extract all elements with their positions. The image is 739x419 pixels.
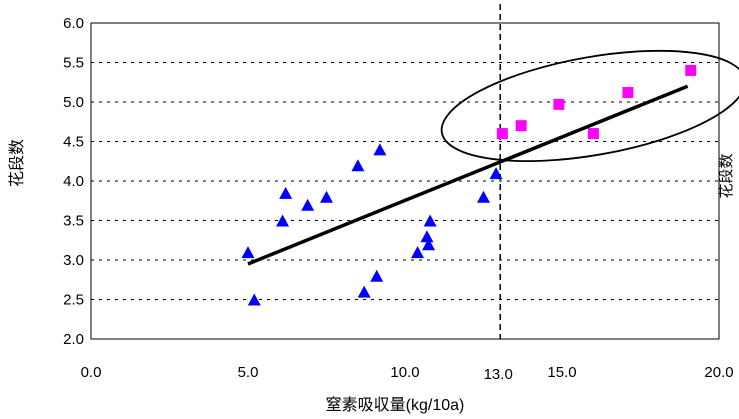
x-tick-label: 5.0: [238, 364, 259, 381]
data-points: [241, 64, 697, 306]
x-tick-label: 0.0: [81, 364, 102, 381]
square-point: [515, 120, 527, 132]
y-axis-ticks: 2.0 2.5 3.0 3.5 4.0 4.5 5.0 5.5 6.0: [63, 15, 84, 348]
triangle-point: [279, 186, 293, 199]
plot-area-frame: [90, 22, 720, 340]
triangle-point: [241, 246, 255, 259]
triangle-point: [373, 143, 387, 156]
threshold-label: 13.0: [484, 366, 513, 383]
triangle-point: [320, 190, 333, 203]
y-tick-label: 6.0: [63, 15, 84, 32]
trend-line: [247, 84, 689, 266]
y-tick-label: 5.5: [63, 55, 84, 72]
right-axis-label: 花段数: [718, 153, 735, 198]
triangle-point: [423, 214, 437, 227]
triangle-point: [477, 190, 490, 203]
triangle-point: [411, 246, 425, 259]
triangle-point: [276, 214, 290, 227]
triangle-point: [351, 159, 365, 172]
y-tick-label: 2.0: [63, 331, 84, 348]
y-axis-label: 花段数: [8, 139, 26, 187]
triangle-point: [422, 238, 436, 251]
y-tick-label: 3.5: [63, 213, 84, 230]
y-tick-label: 3.0: [63, 252, 84, 269]
x-tick-label: 15.0: [547, 364, 576, 381]
y-tick-label: 5.0: [63, 94, 84, 111]
grid-lines: [91, 62, 719, 300]
highlight-ellipse: [440, 49, 739, 162]
square-point: [685, 64, 697, 76]
triangle-point: [420, 230, 434, 243]
y-tick-label: 4.0: [63, 173, 84, 190]
x-tick-label: 10.0: [390, 364, 419, 381]
x-axis-label: 窒素吸収量(kg/10a): [326, 396, 465, 414]
square-point: [587, 128, 599, 140]
triangle-point: [301, 198, 315, 211]
y-tick-label: 4.5: [63, 134, 84, 151]
square-point: [622, 87, 634, 99]
y-tick-label: 2.5: [63, 292, 84, 309]
triangle-point: [370, 269, 384, 282]
square-point: [553, 98, 565, 110]
square-point: [496, 128, 508, 140]
triangle-point: [247, 293, 261, 306]
x-tick-label: 20.0: [704, 364, 733, 381]
triangle-point: [489, 167, 503, 180]
x-axis-ticks: 0.0 5.0 10.0 15.0 20.0: [81, 364, 734, 381]
triangle-point: [357, 285, 371, 298]
